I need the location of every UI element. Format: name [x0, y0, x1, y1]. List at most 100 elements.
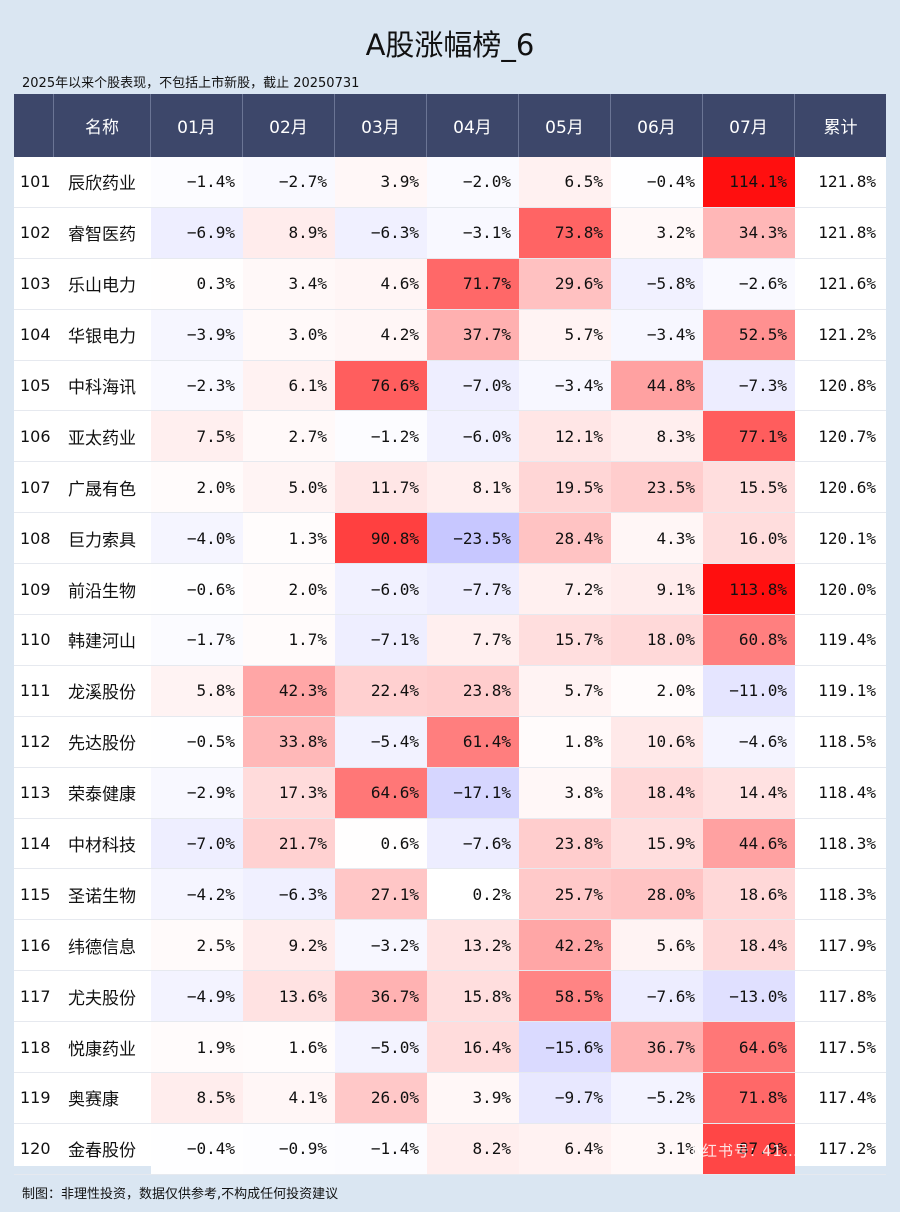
column-header: 03月	[335, 94, 427, 157]
month-value-cell: 36.7%	[335, 971, 427, 1022]
stock-name-cell: 中材科技	[68, 836, 136, 857]
month-value-cell: 4.3%	[611, 513, 703, 564]
rank-cell: 108	[20, 528, 51, 548]
month-value-cell: 5.6%	[611, 920, 703, 971]
month-value-cell: 0.6%	[335, 818, 427, 869]
month-value-cell: 9.1%	[611, 564, 703, 615]
rank-cell: 118	[20, 1037, 51, 1057]
rank-cell: 115	[20, 884, 51, 904]
month-value-cell: −13.0%	[703, 971, 795, 1022]
heatmap-table: 名称 01月 02月 03月 04月 05月 06月 07月 累计 101 辰欣药业 −1.4% −2…	[14, 94, 886, 1175]
month-value-cell: 2.7%	[243, 411, 335, 462]
month-value-cell: 7.7%	[427, 615, 519, 665]
month-value-cell: 2.0%	[243, 564, 335, 615]
table-row: 112 先达股份 −0.5% 33.8% −5.4% 61.4% 1.8% 10.6% −4.6…	[14, 716, 886, 768]
rank-cell: 106	[20, 426, 51, 446]
stock-name-cell: 广晟有色	[68, 479, 136, 500]
month-value-cell: 77.1%	[703, 411, 795, 462]
column-header: 06月	[611, 94, 703, 157]
month-value-cell: 42.3%	[243, 665, 335, 716]
month-value-cell: 14.4%	[703, 767, 795, 818]
month-value-cell: 33.8%	[243, 716, 335, 767]
month-value-cell: −3.4%	[519, 360, 611, 411]
table-row: 115 圣诺生物 −4.2% −6.3% 27.1% 0.2% 25.7% 28.0% 18.6…	[14, 869, 886, 921]
total-cell: 119.4%	[818, 630, 876, 650]
month-value-cell: −4.6%	[703, 716, 795, 767]
month-value-cell: −2.9%	[151, 767, 243, 818]
stock-name-cell: 睿智医药	[68, 225, 136, 246]
total-cell: 117.2%	[818, 1139, 876, 1159]
month-value-cell: −0.5%	[151, 716, 243, 767]
month-value-cell: −2.3%	[151, 360, 243, 411]
month-value-cell: −3.9%	[151, 309, 243, 360]
month-value-cell: 71.7%	[427, 258, 519, 309]
stock-name-cell: 乐山电力	[68, 276, 136, 297]
month-value-cell: 0.2%	[427, 869, 519, 920]
month-value-cell: −4.2%	[151, 869, 243, 920]
table-row: 118 悦康药业 1.9% 1.6% −5.0% 16.4% −15.6% 36.7% 64.6…	[14, 1022, 886, 1074]
stock-name-cell: 尤夫股份	[68, 988, 136, 1009]
stock-name-cell: 悦康药业	[68, 1039, 136, 1060]
stock-name-cell: 前沿生物	[68, 581, 136, 602]
month-value-cell: −23.5%	[427, 513, 519, 564]
month-value-cell: 6.5%	[519, 157, 611, 207]
rank-cell: 101	[20, 172, 51, 192]
month-value-cell: 9.2%	[243, 920, 335, 971]
month-value-cell: 58.5%	[519, 971, 611, 1022]
rank-cell: 111	[20, 681, 51, 701]
month-value-cell: −17.1%	[427, 767, 519, 818]
month-value-cell: −6.9%	[151, 207, 243, 258]
month-value-cell: −3.1%	[427, 207, 519, 258]
stock-name-cell: 荣泰健康	[68, 785, 136, 806]
total-cell: 120.1%	[818, 528, 876, 548]
month-value-cell: 37.7%	[427, 309, 519, 360]
total-cell: 117.5%	[818, 1037, 876, 1057]
stock-name-cell: 辰欣药业	[68, 174, 136, 195]
month-value-cell: −6.0%	[427, 411, 519, 462]
rank-cell: 105	[20, 376, 51, 395]
subtitle: 2025年以来个股表现，不包括上市新股，截止 20250731	[22, 76, 360, 91]
table-row: 106 亚太药业 7.5% 2.7% −1.2% −6.0% 12.1% 8.3% 77.1% 1…	[14, 411, 886, 463]
rank-cell: 107	[20, 477, 51, 497]
month-value-cell: 76.6%	[335, 360, 427, 411]
month-value-cell: 15.8%	[427, 971, 519, 1022]
rank-cell: 114	[20, 834, 51, 854]
month-value-cell: 23.5%	[611, 462, 703, 513]
month-value-cell: −2.7%	[243, 157, 335, 207]
table-row: 114 中材科技 −7.0% 21.7% 0.6% −7.6% 23.8% 15.9% 44.6…	[14, 818, 886, 870]
month-value-cell: 64.6%	[703, 1022, 795, 1073]
month-value-cell: 5.7%	[519, 665, 611, 716]
table-row: 107 广晟有色 2.0% 5.0% 11.7% 8.1% 19.5% 23.5% 15.5% 1…	[14, 462, 886, 514]
month-value-cell: 4.2%	[335, 309, 427, 360]
month-value-cell: 22.4%	[335, 665, 427, 716]
month-value-cell: −2.6%	[703, 258, 795, 309]
month-value-cell: 60.8%	[703, 615, 795, 665]
rank-cell: 117	[20, 986, 51, 1006]
month-value-cell: 87.9%	[703, 1123, 795, 1174]
table-header: 名称 01月 02月 03月 04月 05月 06月 07月 累计	[14, 94, 886, 157]
table-row: 110 韩建河山 −1.7% 1.7% −7.1% 7.7% 15.7% 18.0% 60.8%…	[14, 615, 886, 666]
stock-name-cell: 纬德信息	[68, 937, 136, 958]
month-value-cell: 17.3%	[243, 767, 335, 818]
month-value-cell: −0.4%	[151, 1123, 243, 1174]
month-value-cell: 8.2%	[427, 1123, 519, 1174]
stock-name-cell: 奥赛康	[68, 1090, 119, 1111]
month-value-cell: 2.0%	[611, 665, 703, 716]
month-value-cell: 1.8%	[519, 716, 611, 767]
month-value-cell: 3.9%	[335, 157, 427, 207]
month-value-cell: 8.5%	[151, 1073, 243, 1123]
month-value-cell: −1.2%	[335, 411, 427, 462]
month-value-cell: 3.8%	[519, 767, 611, 818]
month-value-cell: −6.3%	[335, 207, 427, 258]
table-row: 104 华银电力 −3.9% 3.0% 4.2% 37.7% 5.7% −3.4% 52.5% 1…	[14, 309, 886, 361]
total-cell: 121.2%	[818, 325, 876, 345]
footer-note: 制图：非理性投资，数据仅供参考,不构成任何投资建议	[22, 1187, 339, 1202]
month-value-cell: 1.6%	[243, 1022, 335, 1073]
total-cell: 120.8%	[818, 376, 876, 395]
month-value-cell: 13.2%	[427, 920, 519, 971]
month-value-cell: 15.5%	[703, 462, 795, 513]
month-value-cell: 8.1%	[427, 462, 519, 513]
month-value-cell: 1.3%	[243, 513, 335, 564]
table-row: 108 巨力索具 −4.0% 1.3% 90.8% −23.5% 28.4% 4.3% 16.0…	[14, 513, 886, 565]
total-cell: 120.0%	[818, 579, 876, 599]
